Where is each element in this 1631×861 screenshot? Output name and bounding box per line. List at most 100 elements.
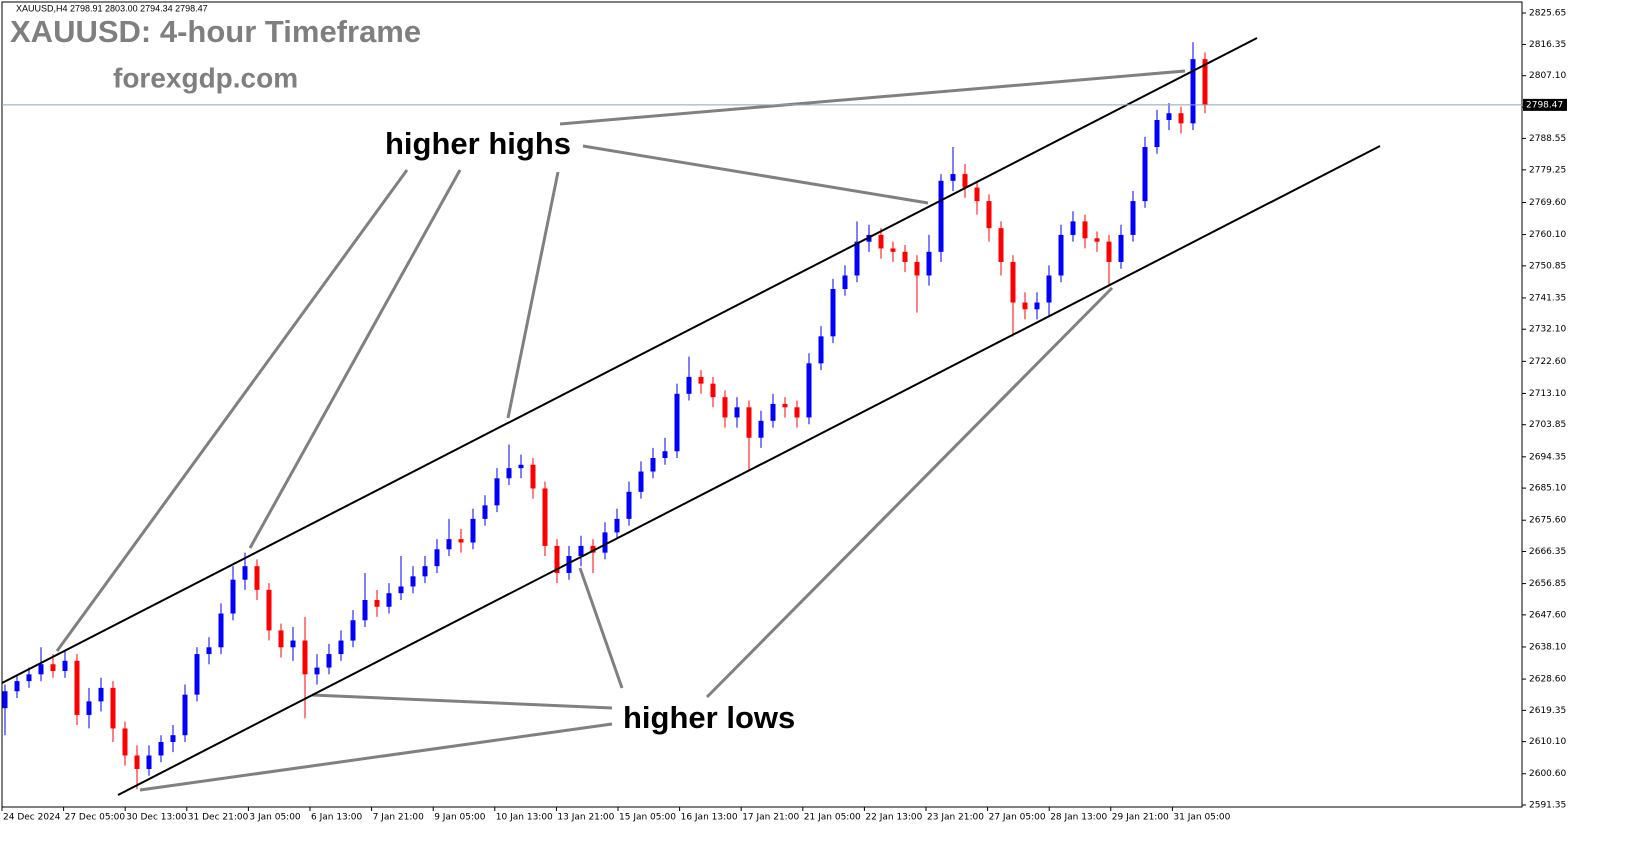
candle-body: [170, 735, 176, 742]
y-tick-label: 2788.55: [1529, 134, 1566, 144]
candle-body: [1034, 302, 1040, 310]
candle-body: [398, 586, 404, 594]
candle-body: [74, 660, 80, 715]
candle-body: [146, 755, 152, 769]
annotation: higher lows: [623, 700, 795, 735]
candle-body: [206, 647, 212, 655]
candle-body: [458, 539, 464, 543]
plot: [2, 42, 1208, 790]
candle-body: [902, 251, 908, 262]
candle-body: [734, 407, 740, 418]
candle-body: [974, 187, 980, 202]
price-tag: [1523, 98, 1567, 111]
x-tick-label: 27 Jan 05:00: [989, 813, 1046, 823]
y-tick-label: 2741.35: [1529, 293, 1566, 303]
pointer: [705, 286, 1114, 699]
y-tick-label: 2610.10: [1529, 737, 1566, 747]
candle-body: [98, 687, 104, 702]
candle-body: [1178, 113, 1184, 124]
candle-body: [662, 451, 668, 459]
candle-body: [1058, 234, 1064, 276]
candle-body: [446, 539, 452, 550]
price-label: 2798.47: [1526, 100, 1563, 110]
candle-body: [794, 407, 800, 418]
candle-body: [338, 640, 344, 655]
candle-body: [326, 654, 332, 668]
candle-body: [518, 464, 524, 469]
annotation: higher highs: [385, 126, 571, 161]
candle-body: [1046, 275, 1052, 303]
x-tick-label: 31 Dec 21:00: [188, 813, 249, 823]
candle-body: [470, 518, 476, 543]
candle-body: [1118, 234, 1124, 262]
candle-body: [182, 694, 188, 736]
candle-body: [878, 234, 884, 249]
candle-body: [434, 549, 440, 567]
candle-body: [674, 393, 680, 452]
candle-body: [926, 251, 932, 276]
candle-body: [86, 701, 92, 715]
y-tick-label: 2722.60: [1529, 357, 1566, 367]
candle-body: [1130, 201, 1136, 235]
channel: [1, 37, 1381, 796]
candle-body: [614, 518, 620, 533]
channel-line: [117, 145, 1381, 796]
candle-body: [554, 545, 560, 573]
candle-body: [1190, 59, 1196, 124]
candle-body: [254, 566, 260, 590]
candle-body: [1010, 261, 1016, 303]
y-tick-label: 2825.65: [1529, 9, 1566, 19]
candle-body: [542, 488, 548, 546]
y-tick-label: 2685.10: [1529, 484, 1566, 494]
candle-body: [230, 579, 236, 614]
candle-body: [158, 741, 164, 756]
chart-title: XAUUSD: 4-hour Timeframe: [10, 14, 421, 49]
candle-body: [1094, 238, 1100, 242]
pointer: [559, 69, 1186, 126]
candle-body: [1202, 59, 1208, 105]
pointers: [55, 69, 1186, 792]
candle-body: [38, 664, 44, 675]
candle-body: [650, 458, 656, 472]
candle-body: [242, 566, 248, 580]
candle-body: [830, 289, 836, 337]
candle-body: [278, 630, 284, 648]
channel-line: [1, 37, 1258, 684]
candle-body: [1154, 119, 1160, 148]
candle-body: [890, 248, 896, 252]
candle-body: [770, 403, 776, 421]
candle-body: [818, 336, 824, 364]
candle-body: [410, 576, 416, 587]
candle-body: [782, 403, 788, 408]
candle-body: [374, 599, 380, 607]
candle-body: [1082, 221, 1088, 239]
y-tick-label: 2732.10: [1529, 325, 1566, 335]
candle-body: [602, 532, 608, 553]
candle-body: [302, 640, 308, 675]
y-tick-label: 2769.60: [1529, 198, 1566, 208]
y-tick-label: 2656.85: [1529, 579, 1566, 589]
candle-body: [950, 174, 956, 181]
x-tick-label: 13 Jan 21:00: [557, 813, 614, 823]
candle-body: [194, 654, 200, 695]
candle-body: [854, 241, 860, 276]
y-tick-label: 2638.10: [1529, 642, 1566, 652]
candle-body: [938, 180, 944, 252]
candle-body: [122, 728, 128, 756]
candle-body: [1022, 302, 1028, 310]
candle-body: [62, 660, 68, 671]
candle-body: [50, 664, 56, 671]
candle-body: [710, 383, 716, 398]
candle-body: [1142, 147, 1148, 202]
pointer: [578, 567, 624, 689]
pointer: [139, 722, 613, 792]
y-tick-label: 2760.10: [1529, 230, 1566, 240]
candle-body: [758, 420, 764, 438]
x-tick-label: 31 Jan 05:00: [1173, 813, 1230, 823]
x-tick-label: 3 Jan 05:00: [249, 813, 301, 823]
x-tick-label: 7 Jan 21:00: [373, 813, 425, 823]
x-tick-label: 30 Dec 13:00: [126, 813, 187, 823]
y-tick-label: 2807.10: [1529, 71, 1566, 81]
candle-body: [1070, 221, 1076, 235]
